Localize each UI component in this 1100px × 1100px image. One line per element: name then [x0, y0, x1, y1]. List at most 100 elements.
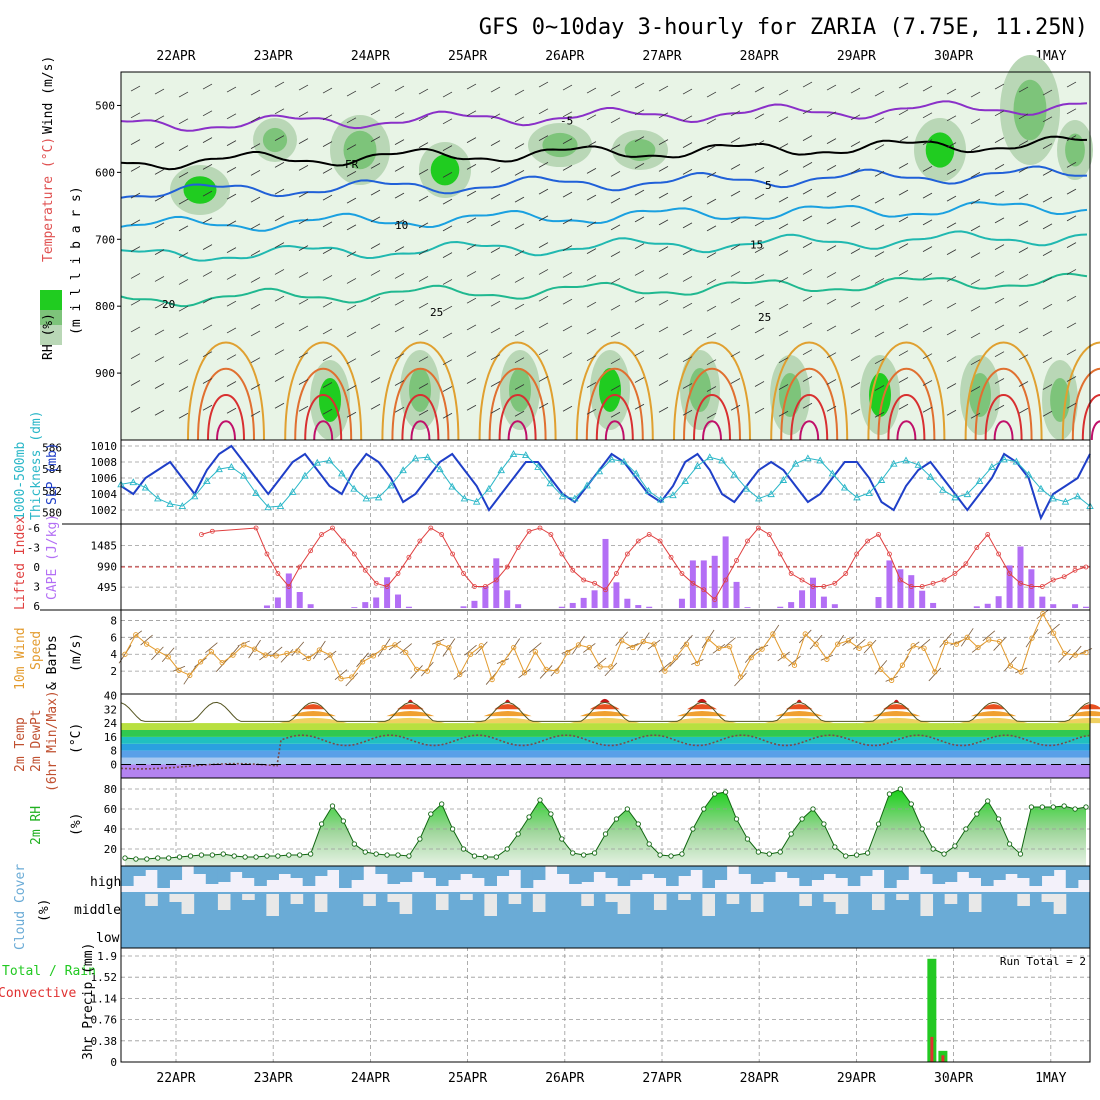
wind-barb [490, 300, 501, 307]
thickness-tick-label: 582 [42, 485, 62, 498]
rh-point [537, 797, 543, 803]
wind-barb [874, 90, 885, 97]
warm-isotherm [1090, 420, 1100, 441]
wind-barb [994, 110, 1005, 117]
wind-barb [826, 245, 837, 252]
wind-barb [994, 244, 1005, 251]
temp-warm-band [407, 699, 414, 703]
date-label-bottom: 22APR [156, 1071, 195, 1086]
li-point [570, 567, 576, 573]
thickness-point [154, 494, 162, 502]
wind-barb [178, 252, 189, 259]
wind-barb [850, 194, 861, 201]
wind-barb [442, 91, 453, 98]
rh-point [275, 853, 281, 859]
wind-barb [706, 252, 717, 259]
li-point [1072, 567, 1078, 573]
warm-isotherm [702, 420, 722, 441]
wind-barb [610, 117, 621, 124]
wind-barb [898, 109, 909, 116]
cloud-middle-gap [266, 894, 279, 916]
wind-barb [202, 378, 213, 384]
rh-contour-high [183, 176, 217, 204]
wind-speed-point [640, 638, 646, 645]
wind-barb [394, 139, 405, 145]
cape-bar [820, 596, 827, 608]
wind-barb [946, 195, 957, 202]
wind-barb [274, 376, 285, 382]
wind-barb [346, 251, 357, 258]
wind-barb [994, 378, 1005, 384]
wind-barb [514, 277, 525, 283]
wind-barb [826, 325, 837, 332]
wind-barb [1042, 330, 1053, 337]
cape-bar [285, 573, 292, 608]
temp-color-band [121, 730, 1090, 737]
wind-barb-10m [712, 643, 726, 654]
cape-bar [613, 582, 620, 608]
rh-point [286, 852, 292, 858]
temp-tick-label: 32 [104, 703, 117, 716]
wind-barb [298, 111, 309, 118]
wind-barb [754, 247, 765, 254]
wind-barb [946, 329, 957, 336]
pressure-tick-label: 500 [95, 99, 115, 112]
rh-point [1061, 803, 1067, 809]
precip-tick-label: 1.52 [91, 971, 118, 984]
rh-point [646, 841, 652, 847]
wind-barb [946, 356, 957, 363]
thickness-tick-label: 586 [42, 441, 62, 454]
li-point [777, 551, 783, 557]
wind-barb [130, 273, 141, 279]
isotherm-label: 10 [395, 219, 408, 232]
wind-barb [1018, 381, 1029, 387]
wind-barb [658, 219, 669, 226]
warm-isotherm [575, 341, 654, 441]
li-point [559, 551, 565, 557]
wind-barb [466, 271, 477, 277]
wind-barb [418, 142, 429, 148]
wind-speed-point [381, 644, 387, 651]
rh2m-units-label: (%) [69, 813, 84, 836]
wind-barb [850, 248, 861, 255]
rh-point [668, 853, 674, 859]
rh-point [144, 856, 150, 862]
date-label-top: 29APR [837, 49, 876, 64]
wind-barb [610, 90, 621, 97]
cloud-high-bar [472, 866, 485, 878]
wind-barb [490, 140, 501, 146]
cloud-units-label: (%) [37, 899, 52, 922]
rh-point [198, 852, 205, 858]
rh-point [548, 811, 554, 817]
wind-speed-point [305, 655, 312, 662]
wind-barb [298, 325, 309, 332]
barbs-label: & Barbs [45, 635, 60, 690]
li-point [679, 571, 685, 576]
rh-point [832, 844, 838, 850]
cape-bar [296, 592, 303, 608]
wind-barb-10m [755, 644, 769, 651]
thickness-point [1024, 470, 1033, 478]
wind-barb [514, 143, 525, 149]
temp-label: 2m Temp [13, 717, 28, 772]
cloud-high-bar [532, 866, 546, 880]
wind-barb [490, 354, 501, 361]
precip-tick-label: 1.9 [97, 950, 117, 963]
li-point [701, 587, 707, 593]
wind-barb [586, 194, 597, 201]
wind-barb [322, 382, 333, 388]
cloud-high-bar [666, 866, 679, 886]
slp-tick-label: 1006 [91, 472, 118, 485]
temp-top [121, 694, 1090, 723]
panel-frame [120, 947, 1091, 1063]
li-point [734, 558, 739, 563]
wind-barb [658, 406, 669, 413]
warm-isotherm [673, 341, 751, 441]
wind-barb [154, 276, 165, 282]
wind-speed-point [478, 643, 484, 649]
wind-barb [394, 166, 405, 172]
warm-isotherm [207, 394, 245, 441]
wind-speed-point [759, 646, 765, 652]
upper-wind-label: Wind (m/s) [41, 56, 56, 134]
wind-barb [706, 172, 717, 178]
